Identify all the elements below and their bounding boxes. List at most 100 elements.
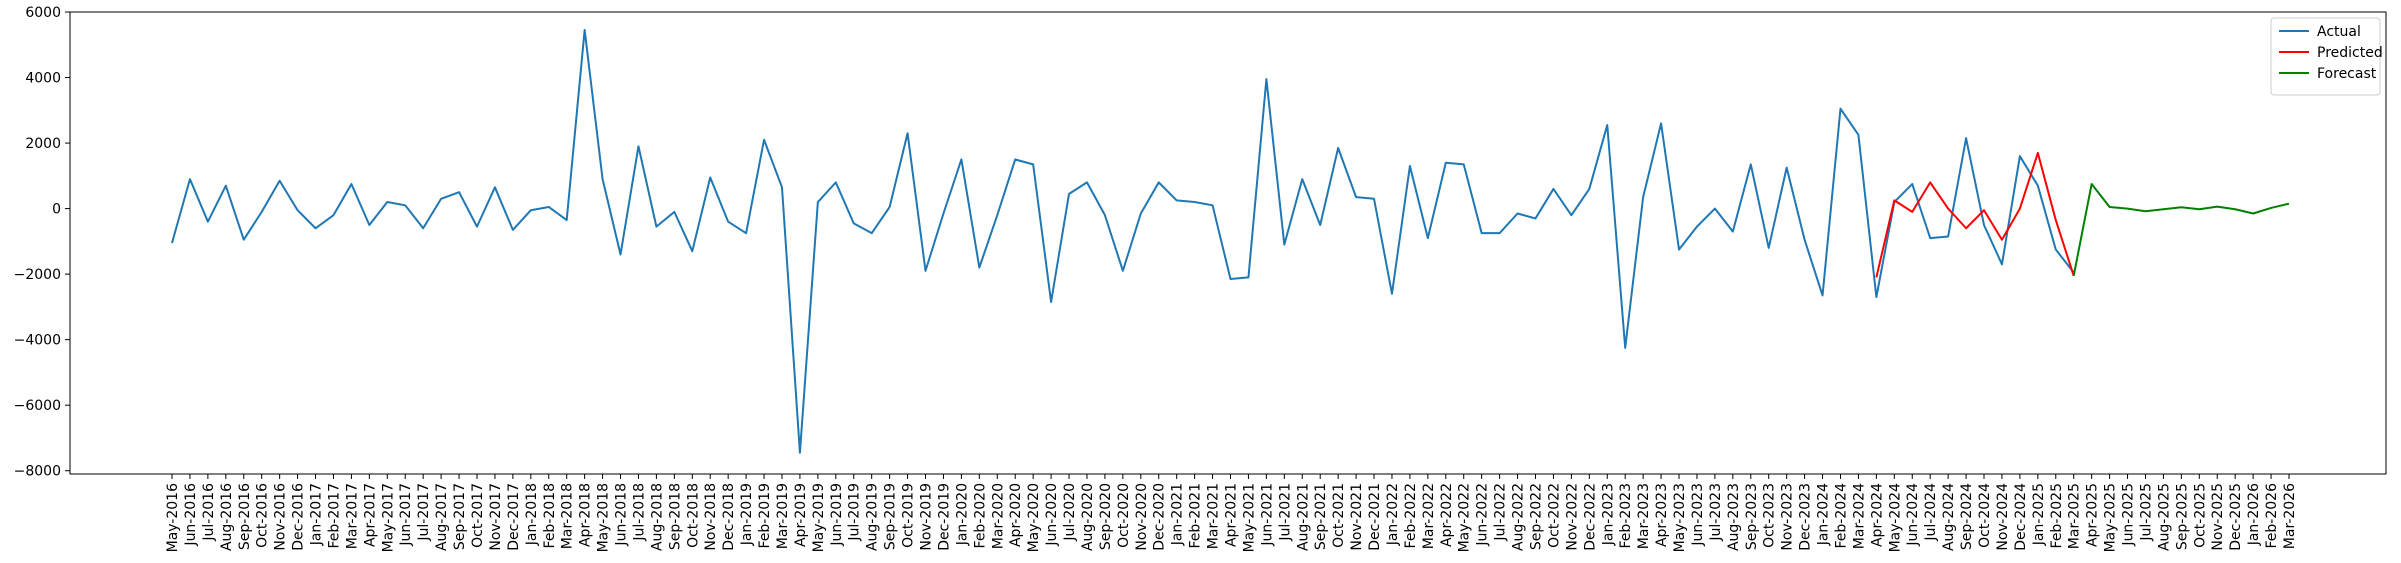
x-tick-label: Nov-2017 — [488, 483, 504, 551]
x-tick-label: Aug-2016 — [219, 483, 235, 551]
plot-frame — [69, 11, 2387, 475]
x-tick-label: Jul-2016 — [201, 483, 217, 542]
x-tick-label: Apr-2017 — [362, 483, 378, 547]
x-tick-label: Mar-2022 — [1421, 483, 1437, 549]
y-tick-label: −8000 — [14, 464, 61, 480]
x-tick-label: Jan-2021 — [1170, 483, 1186, 546]
x-tick-label: Dec-2016 — [291, 483, 307, 551]
x-tick-label: Mar-2021 — [1206, 483, 1222, 549]
x-tick-label: Dec-2024 — [2013, 483, 2029, 551]
x-tick-label: May-2019 — [811, 483, 827, 552]
y-tick-label: 4000 — [25, 71, 61, 87]
x-tick-label: Jan-2019 — [739, 483, 755, 546]
series-line-forecast — [2072, 183, 2290, 276]
x-tick-label: Aug-2017 — [434, 483, 450, 551]
x-tick-label: Jan-2026 — [2246, 483, 2262, 546]
x-tick-label: Oct-2024 — [1977, 483, 1993, 548]
x-tick-label: Oct-2025 — [2192, 483, 2208, 548]
x-tick-label: Jan-2023 — [1600, 483, 1616, 546]
plot-lines — [171, 29, 2290, 454]
x-tick-label: Sep-2023 — [1744, 483, 1760, 550]
x-tick-label: Apr-2021 — [1224, 483, 1240, 547]
x-tick-label: May-2025 — [2103, 483, 2119, 552]
y-tick-label: −6000 — [14, 398, 61, 414]
legend: Actual Predicted Forecast — [2270, 17, 2383, 96]
y-axis: 6000 4000 2000 0 −2000 −4000 −6000 −8000 — [14, 5, 70, 480]
x-tick-label: Dec-2022 — [1582, 483, 1598, 551]
x-tick-label: Jul-2022 — [1493, 483, 1509, 542]
x-tick-label: Dec-2017 — [506, 483, 522, 551]
x-tick-label: Feb-2019 — [757, 483, 773, 548]
x-tick-label: May-2021 — [1241, 483, 1257, 552]
x-tick-label: Oct-2019 — [901, 483, 917, 548]
x-tick-label: May-2023 — [1672, 483, 1688, 552]
x-tick-label: Jul-2024 — [1923, 483, 1939, 542]
y-tick-label: −2000 — [14, 267, 61, 283]
x-tick-label: Jul-2019 — [847, 483, 863, 542]
legend-label-predicted: Predicted — [2317, 45, 2383, 61]
x-tick-label: Aug-2025 — [2156, 483, 2172, 551]
x-tick-label: Feb-2026 — [2264, 483, 2280, 549]
x-tick-label: Apr-2018 — [578, 483, 594, 547]
x-tick-label: Nov-2022 — [1564, 483, 1580, 551]
x-tick-label: Aug-2024 — [1941, 483, 1957, 551]
y-tick-label: 6000 — [25, 5, 61, 21]
series-line-predicted — [1875, 151, 2075, 278]
x-tick-label: Apr-2025 — [2085, 483, 2101, 547]
y-tick-label: 2000 — [25, 136, 61, 152]
x-tick-label: Mar-2023 — [1636, 483, 1652, 549]
x-tick-label: Aug-2020 — [1080, 483, 1096, 551]
legend-label-forecast: Forecast — [2317, 66, 2377, 82]
x-tick-label: Dec-2023 — [1798, 483, 1814, 551]
x-tick-label: Feb-2023 — [1618, 483, 1634, 548]
x-tick-label: Aug-2022 — [1511, 483, 1527, 551]
x-tick-label: Jun-2020 — [1044, 483, 1060, 547]
x-tick-label: Jan-2020 — [954, 483, 970, 546]
x-tick-label: Nov-2016 — [273, 483, 289, 551]
x-tick-label: Feb-2025 — [2049, 483, 2065, 548]
x-tick-label: Sep-2021 — [1313, 483, 1329, 550]
x-axis: May-2016 Jun-2016 Jul-2016 Aug-2016 Sep-2016… — [165, 474, 2298, 552]
x-tick-label: Mar-2020 — [990, 483, 1006, 549]
x-tick-label: Aug-2019 — [865, 483, 881, 551]
x-tick-label: Oct-2021 — [1331, 483, 1347, 548]
x-tick-label: Aug-2023 — [1726, 483, 1742, 551]
x-tick-label: Jan-2025 — [2031, 483, 2047, 546]
x-tick-label: Oct-2022 — [1546, 483, 1562, 548]
x-tick-label: Jun-2016 — [183, 483, 199, 547]
x-tick-label: Feb-2018 — [542, 483, 558, 548]
x-tick-label: May-2017 — [380, 483, 396, 552]
x-tick-label: Nov-2024 — [1995, 483, 2011, 551]
x-tick-label: Apr-2022 — [1439, 483, 1455, 547]
x-tick-label: Oct-2018 — [685, 483, 701, 548]
x-tick-label: Jan-2018 — [524, 483, 540, 546]
x-tick-label: Mar-2017 — [344, 483, 360, 549]
x-tick-label: Apr-2020 — [1008, 483, 1024, 547]
x-tick-label: Mar-2026 — [2282, 483, 2298, 549]
x-tick-label: Feb-2024 — [1833, 483, 1849, 549]
x-tick-label: Sep-2019 — [883, 483, 899, 550]
x-tick-label: Mar-2019 — [775, 483, 791, 549]
x-tick-label: Jul-2018 — [631, 483, 647, 542]
series-line-actual — [171, 29, 2075, 454]
x-tick-label: Nov-2023 — [1780, 483, 1796, 551]
x-tick-label: Jun-2023 — [1690, 483, 1706, 547]
x-tick-label: Oct-2020 — [1116, 483, 1132, 548]
x-tick-label: Jul-2021 — [1277, 483, 1293, 542]
x-tick-label: Apr-2019 — [793, 483, 809, 547]
x-tick-label: May-2022 — [1457, 483, 1473, 552]
x-tick-label: Sep-2016 — [237, 483, 253, 550]
x-tick-label: Jun-2019 — [829, 483, 845, 547]
x-tick-label: Mar-2025 — [2067, 483, 2083, 549]
x-tick-label: Feb-2017 — [326, 483, 342, 548]
x-tick-label: Jan-2022 — [1385, 483, 1401, 546]
x-tick-label: Dec-2021 — [1367, 483, 1383, 551]
x-tick-label: Apr-2024 — [1869, 483, 1885, 547]
x-tick-label: Jul-2020 — [1062, 483, 1078, 542]
x-tick-label: Dec-2019 — [936, 483, 952, 551]
x-tick-label: Nov-2018 — [703, 483, 719, 551]
x-tick-label: May-2020 — [1026, 483, 1042, 552]
x-tick-label: Sep-2022 — [1528, 483, 1544, 550]
x-tick-label: Feb-2020 — [972, 483, 988, 548]
